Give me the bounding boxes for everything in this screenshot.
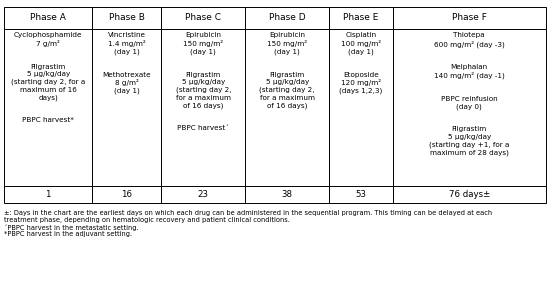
Text: Cisplatin
100 mg/m²
(day 1)


Etoposide
120 mg/m²
(days 1,2,3): Cisplatin 100 mg/m² (day 1) Etoposide 12… bbox=[339, 32, 383, 94]
Text: Phase F: Phase F bbox=[452, 14, 487, 22]
Text: Thiotepa
600 mg/m² (day -3)


Melphalan
140 mg/m² (day -1)


PBPC reinfusion
(da: Thiotepa 600 mg/m² (day -3) Melphalan 14… bbox=[429, 32, 509, 156]
Bar bbox=[4, 7, 546, 203]
Text: Phase A: Phase A bbox=[30, 14, 66, 22]
Text: Epirubicin
150 mg/m²
(day 1)


Filgrastim
5 μg/kg/day
(starting day 2,
for a max: Epirubicin 150 mg/m² (day 1) Filgrastim … bbox=[260, 32, 315, 109]
Text: 38: 38 bbox=[282, 190, 293, 199]
Text: treatment phase, depending on hematologic recovery and patient clinical conditio: treatment phase, depending on hematologi… bbox=[4, 217, 290, 223]
Text: *PBPC harvest in the adjuvant setting.: *PBPC harvest in the adjuvant setting. bbox=[4, 231, 133, 237]
Text: Vincristine
1.4 mg/m²
(day 1)


Methotrexate
8 g/m²
(day 1): Vincristine 1.4 mg/m² (day 1) Methotrexa… bbox=[102, 32, 151, 94]
Text: Phase D: Phase D bbox=[269, 14, 305, 22]
Text: Epirubicin
150 mg/m²
(day 1)


Filgrastim
5 μg/kg/day
(starting day 2,
for a max: Epirubicin 150 mg/m² (day 1) Filgrastim … bbox=[175, 32, 231, 131]
Text: Phase C: Phase C bbox=[185, 14, 221, 22]
Text: Phase E: Phase E bbox=[343, 14, 379, 22]
Text: Cyclophosphamide
7 g/m²


Filgrastim
5 μg/kg/day
(starting day 2, for a
maximum : Cyclophosphamide 7 g/m² Filgrastim 5 μg/… bbox=[11, 32, 85, 123]
Text: ´PBPC harvest in the metastatic setting.: ´PBPC harvest in the metastatic setting. bbox=[4, 224, 139, 231]
Text: ±: Days in the chart are the earliest days on which each drug can be administere: ±: Days in the chart are the earliest da… bbox=[4, 210, 493, 216]
Text: 53: 53 bbox=[355, 190, 366, 199]
Text: 23: 23 bbox=[198, 190, 209, 199]
Text: 16: 16 bbox=[121, 190, 132, 199]
Text: 76 days±: 76 days± bbox=[449, 190, 490, 199]
Text: Phase B: Phase B bbox=[109, 14, 145, 22]
Text: 1: 1 bbox=[46, 190, 51, 199]
